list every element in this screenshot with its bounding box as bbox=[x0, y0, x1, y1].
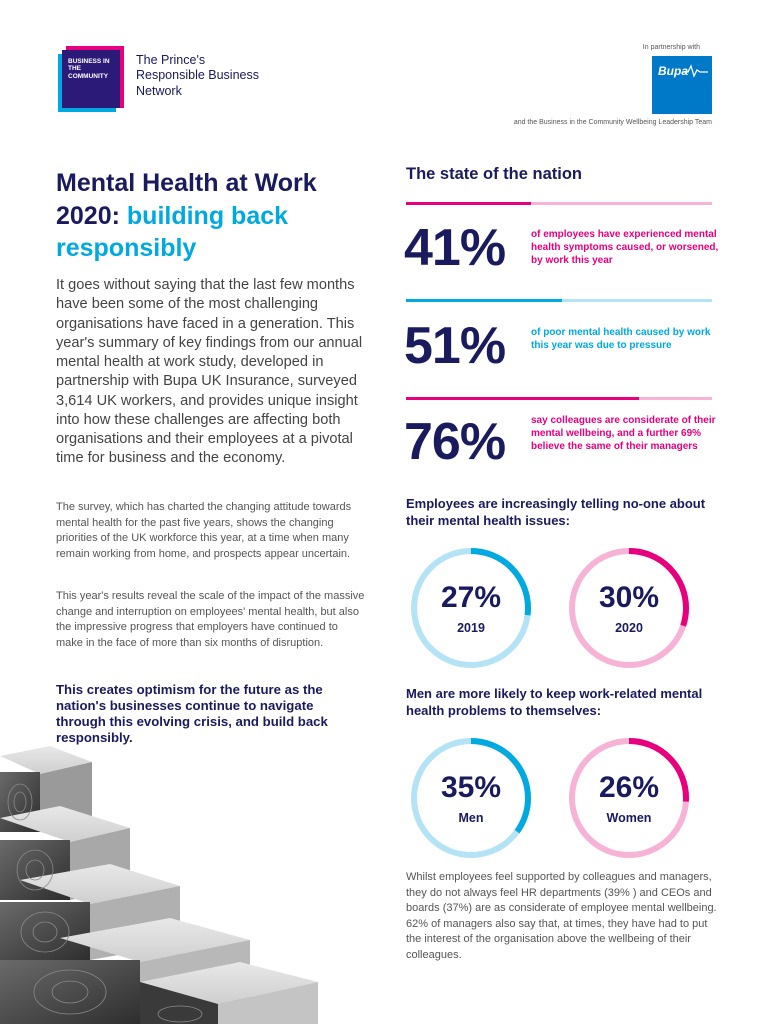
title-accent: building back responsibly bbox=[56, 201, 289, 263]
donut-chart: 35% Men bbox=[406, 733, 536, 863]
stat-bar bbox=[406, 397, 712, 400]
donut-value: 35% bbox=[440, 771, 502, 804]
stat-description: of employees have experienced mental hea… bbox=[531, 229, 719, 266]
stat-description: say colleagues are considerate of their … bbox=[531, 415, 716, 452]
donut-label: Women bbox=[606, 811, 652, 825]
partner-note: and the Business in the Community Wellbe… bbox=[513, 119, 712, 126]
stat-description: of poor mental health caused by work thi… bbox=[531, 327, 711, 351]
closing-paragraph: Whilst employees feel supported by colle… bbox=[406, 871, 717, 962]
donut-chart: 30% 2020 bbox=[564, 543, 694, 673]
donut-chart: 27% 2019 bbox=[406, 543, 536, 673]
partner-block: In partnership with Bupa and the Busines… bbox=[514, 44, 712, 126]
donut-label: Men bbox=[458, 811, 484, 825]
intro-paragraph: It goes without saying that the last few… bbox=[56, 277, 363, 467]
stat-bar-fill bbox=[406, 202, 532, 205]
donut-value: 27% bbox=[440, 581, 502, 614]
stat-value: 51% bbox=[404, 317, 506, 375]
wooden-blocks-image bbox=[0, 746, 318, 1024]
bupa-wordmark: Bupa bbox=[658, 64, 688, 78]
stat-value: 76% bbox=[404, 413, 506, 471]
title-main: Mental Health at Work 2020: bbox=[56, 169, 317, 230]
men-title: Men are more likely to keep work-related… bbox=[406, 686, 703, 718]
heartbeat-icon bbox=[682, 64, 708, 78]
stat-bar bbox=[406, 299, 712, 302]
page-title: Mental Health at Work 2020: building bac… bbox=[56, 167, 356, 265]
bitc-logo: BUSINESS IN THE COMMUNITY bbox=[58, 46, 126, 112]
stat-value: 41% bbox=[404, 219, 506, 277]
logo-text: BUSINESS IN THE COMMUNITY bbox=[68, 58, 110, 80]
callout-text: This creates optimism for the future as … bbox=[56, 682, 328, 746]
donut-label: 2020 bbox=[615, 621, 643, 635]
state-of-nation-title: The state of the nation bbox=[406, 165, 583, 183]
donut-arc bbox=[411, 548, 531, 668]
donut-arc bbox=[569, 548, 689, 668]
stat-bar-fill bbox=[406, 299, 563, 302]
donut-value: 30% bbox=[598, 581, 660, 614]
donut-chart: 26% Women bbox=[564, 733, 694, 863]
donut-arc bbox=[411, 738, 531, 858]
donut-arc bbox=[569, 738, 689, 858]
donut-value: 26% bbox=[598, 771, 660, 804]
stat-bar bbox=[406, 202, 712, 205]
tagline: The Prince's Responsible Business Networ… bbox=[136, 53, 259, 98]
donut-label: 2019 bbox=[457, 621, 485, 635]
partner-label: In partnership with bbox=[642, 44, 700, 51]
bupa-logo: Bupa bbox=[652, 56, 712, 114]
telling-title: Employees are increasingly telling no-on… bbox=[406, 496, 706, 528]
body-paragraph-2: This year's results reveal the scale of … bbox=[56, 590, 365, 649]
body-paragraph-1: The survey, which has charted the changi… bbox=[56, 501, 352, 560]
stat-bar-fill bbox=[406, 397, 639, 400]
